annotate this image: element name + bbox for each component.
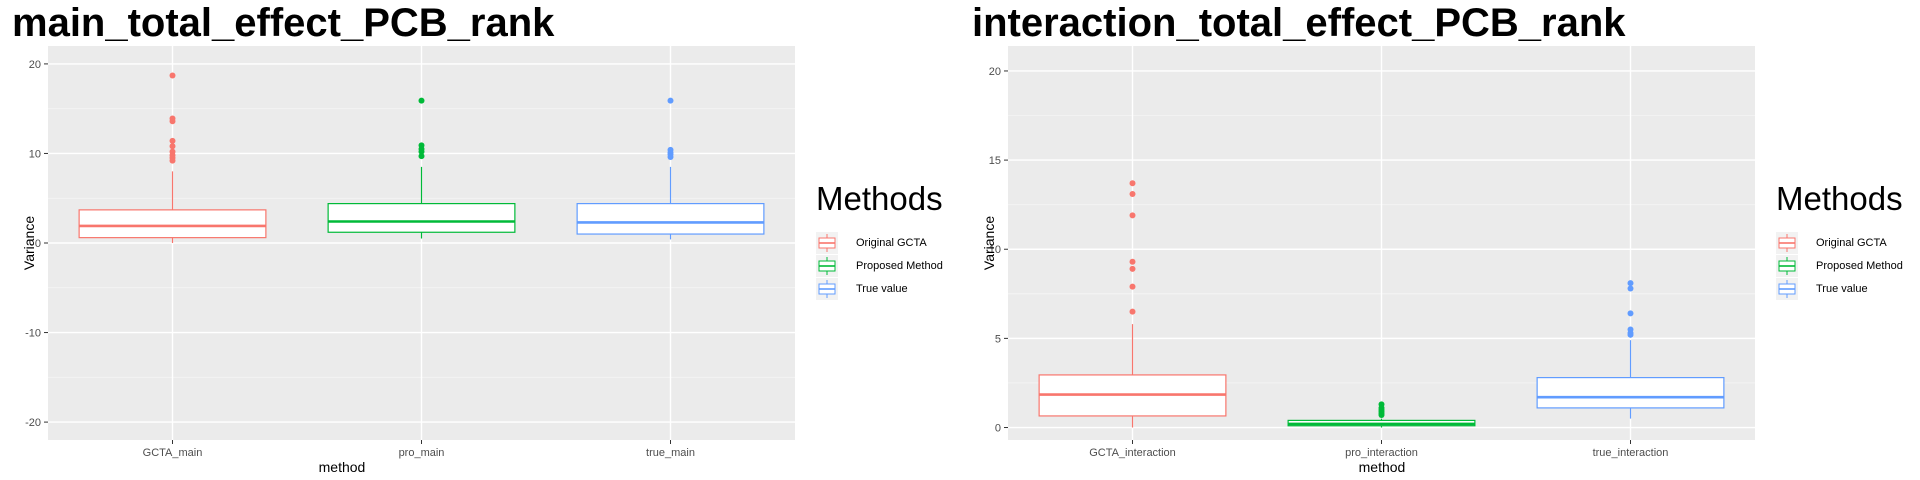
outlier-point [1627,280,1634,287]
boxplot-true_main [576,97,765,240]
y-tick-label: -10 [25,328,41,340]
outlier-point [418,97,425,104]
y-tick-label: 0 [995,423,1001,435]
outlier-point [1129,190,1136,197]
x-tick-label: true_interaction [1593,447,1669,459]
y-tick-label: 20 [29,59,41,71]
outlier-point [1627,285,1634,292]
y-tick-label: -20 [25,417,41,429]
outlier-point [1378,412,1385,419]
y-tick-label: 5 [995,333,1001,345]
outlier-point [1129,212,1136,219]
y-axis-label: Variance [21,215,38,271]
outlier-point [169,157,176,164]
legend-title: Methods [816,180,943,217]
outlier-point [1627,331,1634,338]
outlier-point [1129,308,1136,315]
legend-label: Proposed Method [856,260,943,272]
outlier-point [1129,265,1136,272]
outlier-point [667,154,674,161]
legend-key [1776,232,1798,254]
legend-title: Methods [1776,180,1903,217]
box [327,203,516,233]
legend-label: Original GCTA [856,237,927,249]
x-tick-label: pro_main [399,447,445,459]
legend-key [816,255,838,277]
y-tick-label: 10 [989,244,1001,256]
x-tick-label: true_main [646,447,695,459]
y-tick-label: 20 [989,66,1001,78]
outlier-point [169,137,176,144]
legend-label: Original GCTA [1816,237,1887,249]
chart-title: interaction_total_effect_PCB_rank [972,1,1626,45]
y-tick-label: 10 [29,148,41,160]
boxplot-pro_interaction [1287,401,1476,428]
chart-panel-main: main_total_effect_PCB_rank -20 -10 0 10 20 GC… [12,1,943,475]
box [1536,377,1725,409]
boxplot-GCTA_interaction [1038,180,1227,428]
chart-panel-interaction: interaction_total_effect_PCB_rank 0 5 10 15… [960,0,1920,480]
legend-key [1776,255,1798,277]
outlier-point [1129,180,1136,187]
outlier-point [1129,283,1136,290]
outlier-point [1627,310,1634,317]
outlier-point [1129,258,1136,265]
x-axis-label: method [1358,459,1406,475]
outlier-point [418,148,425,155]
chart-title: main_total_effect_PCB_rank [12,1,555,45]
x-tick-label: GCTA_interaction [1089,447,1176,459]
legend-key [816,232,838,254]
legend-label: Proposed Method [1816,260,1903,272]
box [576,203,765,235]
legend-label: True value [1816,283,1868,295]
boxplot-GCTA_main [78,72,267,243]
y-tick-label: 0 [35,238,41,250]
outlier-point [169,72,176,79]
plot-svg: -20 -10 0 10 20 GCTA_main pro_main true_main [25,46,838,459]
outlier-point [418,153,425,160]
outlier-point [169,118,176,125]
plot-svg: 0 5 10 15 20 GCTA_interaction pro_interaction t… [989,46,1798,459]
x-tick-label: pro_interaction [1345,447,1418,459]
box [78,209,267,239]
legend-key [1776,278,1798,300]
x-tick-label: GCTA_main [143,447,203,459]
outlier-point [169,143,176,150]
boxplot-pro_main [327,97,516,239]
boxplot-true_interaction [1536,280,1725,419]
y-axis-label: Variance [981,215,998,271]
x-axis-label: method [318,459,366,475]
outlier-point [667,97,674,104]
legend-key [816,278,838,300]
legend-label: True value [856,283,908,295]
y-tick-label: 15 [989,155,1001,167]
